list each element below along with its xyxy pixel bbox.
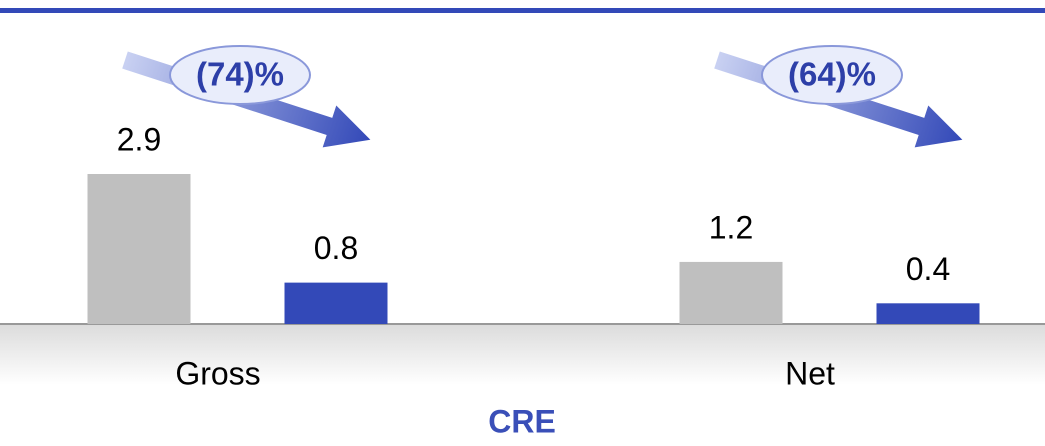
data-label: 0.8 — [314, 230, 358, 266]
bar — [679, 261, 783, 324]
arrows: (74)% (64)% — [122, 45, 963, 148]
data-label: 1.2 — [709, 209, 753, 245]
x-tick-label: Net — [785, 355, 835, 391]
annotation: (64)% — [788, 56, 876, 93]
x-axis-label: CRE — [488, 403, 556, 439]
bar — [876, 303, 980, 324]
annotation: (74)% — [196, 56, 284, 93]
top-rule — [0, 8, 1045, 13]
x-tick-label: Gross — [175, 355, 260, 391]
floor — [0, 325, 1045, 385]
bar — [284, 282, 388, 324]
bar — [87, 174, 191, 324]
data-label: 2.9 — [117, 121, 161, 157]
marks: Gross 2.9 0.8 Net 1.2 0.4 — [87, 121, 980, 391]
data-label: 0.4 — [906, 251, 950, 287]
annotation-bubble — [169, 45, 311, 105]
annotation-bubble — [761, 45, 903, 105]
